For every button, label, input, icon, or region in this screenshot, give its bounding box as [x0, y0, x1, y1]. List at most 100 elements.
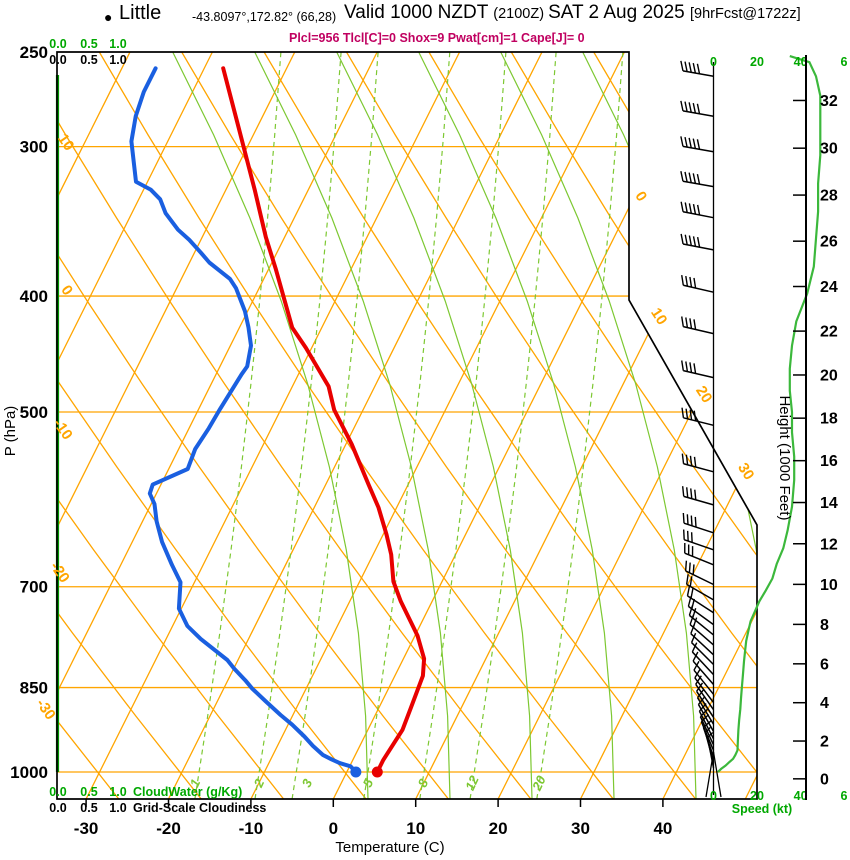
pressure-tick-label: 500	[20, 403, 48, 422]
height-tick-label: 18	[820, 411, 838, 428]
cloudiness-scale-value: 1.0	[109, 801, 126, 815]
pressure-tick-label: 250	[20, 43, 48, 62]
height-tick-label: 10	[820, 577, 838, 594]
cloudiness-scale-value: 0.0	[49, 53, 66, 67]
mixing-ratio-label: 12	[462, 773, 482, 793]
wind-barb	[680, 100, 714, 118]
dewpoint-curve	[129, 66, 358, 774]
cloud-scale-top: 0.0 0.5 1.0 0.0 0.5 1.0	[49, 37, 126, 67]
cloud-scale-value: 0.5	[80, 785, 97, 799]
speed-tick: 6	[841, 789, 848, 803]
height-tick-label: 16	[820, 453, 838, 470]
mixing-ratio-label: 3	[299, 776, 316, 790]
temp-tick-label: -30	[74, 819, 99, 838]
surface-dewpoint-dot	[350, 766, 362, 778]
speed-tick: 20	[750, 789, 764, 803]
height-tick-label: 26	[820, 234, 838, 251]
temp-tick-label: 10	[406, 819, 425, 838]
isotherm-label: 10	[647, 305, 670, 328]
axis-title-pressure: P (hPa)	[2, 406, 19, 457]
wind-barb	[681, 407, 714, 427]
wind-barb	[682, 529, 714, 551]
mixing-ratio-label: 2	[250, 776, 267, 790]
grid-lines	[57, 52, 757, 799]
axis-title-speed: Speed (kt)	[732, 802, 792, 816]
axis-title-temperature: Temperature (C)	[335, 839, 444, 856]
cloud-scale-value: 1.0	[109, 785, 126, 799]
height-tick-label: 22	[820, 324, 838, 341]
cloudwater-label: CloudWater (g/Kg)	[133, 785, 242, 799]
mixing-ratio-label: 20	[529, 773, 549, 794]
height-tick-label: 32	[820, 93, 838, 110]
speed-tick: 0	[710, 789, 717, 803]
pressure-tick-label: 400	[20, 287, 48, 306]
wind-barb	[680, 171, 714, 188]
dry-adiabat-label: -20	[47, 559, 73, 587]
speed-tick: 40	[794, 55, 808, 69]
speed-tick: 6	[841, 55, 848, 69]
forecast-hour: [9hrFcst@1722z]	[689, 6, 801, 22]
cloudiness-scale-value: 0.5	[80, 801, 97, 815]
wind-barb	[686, 585, 714, 614]
height-tick-label: 12	[820, 536, 838, 553]
cloud-scale-value: 1.0	[109, 37, 126, 51]
wind-barb	[684, 542, 714, 566]
mixing-ratio-label: 5	[360, 776, 377, 790]
cloudiness-scale-value: 1.0	[109, 53, 126, 67]
temp-tick-label: 0	[329, 819, 338, 838]
valid-time-main: Valid 1000 NZDT	[344, 2, 494, 23]
wind-barb	[680, 60, 714, 78]
wind-speed-curve	[717, 55, 822, 773]
valid-time-utc: (2100Z)	[493, 6, 549, 22]
station-name: Little	[119, 2, 162, 24]
wind-barbs	[680, 60, 722, 798]
sounding-indices: Plcl=956 Tlcl[C]=0 Shox=9 Pwat[cm]=1 Cap…	[289, 31, 585, 45]
height-tick-label: 20	[820, 367, 838, 384]
svg-text:Speed (kt): Speed (kt)	[732, 802, 792, 816]
height-tick-label: 8	[820, 617, 829, 634]
svg-text:Temperature (C): Temperature (C)	[335, 839, 444, 856]
plot-boundary	[56, 51, 758, 800]
pressure-tick-label: 1000	[10, 763, 48, 782]
dry-adiabat-label: -10	[50, 416, 76, 444]
cloudiness-scale-value: 0.5	[80, 53, 97, 67]
temp-tick-label: -10	[239, 819, 264, 838]
cloud-scale-value: 0.5	[80, 37, 97, 51]
cloud-scale-value: 0.0	[49, 37, 66, 51]
valid-date: SAT 2 Aug 2025	[548, 2, 690, 23]
surface-temperature-dot	[371, 766, 383, 778]
cloud-scale-bottom: 0.0 0.5 1.0 CloudWater (g/Kg) 0.0 0.5 1.0 Grid-…	[49, 785, 266, 815]
height-tick-label: 14	[820, 495, 838, 512]
height-tick-label: 6	[820, 656, 829, 673]
isotherm-label: 30	[734, 460, 757, 483]
wind-barb	[680, 233, 714, 251]
wind-barb	[681, 486, 714, 506]
axis-title-height: Height (1000 Feet)	[776, 395, 793, 520]
speed-scale-top: 0 20 40 6	[710, 55, 848, 69]
station-coordinates: -43.8097°,172.82° (66,28)	[192, 10, 337, 24]
temperature-curve	[221, 66, 427, 774]
temperature-axis-labels: -30 -20 -10 0 10 20 30 40	[74, 799, 672, 838]
height-tick-label: 24	[820, 279, 838, 296]
cloud-scale-value: 0.0	[49, 785, 66, 799]
pressure-tick-label: 700	[20, 578, 48, 597]
adiabat-labels: 100-10-20-30	[33, 131, 78, 723]
station-bullet-icon: ●	[104, 9, 113, 25]
pressure-tick-label: 850	[20, 679, 48, 698]
speed-tick: 20	[750, 55, 764, 69]
temp-tick-label: 40	[653, 819, 672, 838]
wind-barb	[681, 316, 714, 335]
speed-tick: 40	[794, 789, 808, 803]
speed-scale-bottom: 0 20 40 6	[710, 789, 848, 803]
valid-time-title: Valid 1000 NZDT (2100Z) SAT 2 Aug 2025 […	[344, 2, 801, 24]
wind-barb	[681, 453, 714, 473]
cloudiness-scale-value: 0.0	[49, 801, 66, 815]
wind-barb	[706, 731, 715, 768]
wind-barb	[702, 720, 715, 757]
svg-text:P (hPa): P (hPa)	[2, 406, 19, 457]
wind-barb	[685, 574, 714, 601]
wind-barb	[681, 360, 714, 379]
